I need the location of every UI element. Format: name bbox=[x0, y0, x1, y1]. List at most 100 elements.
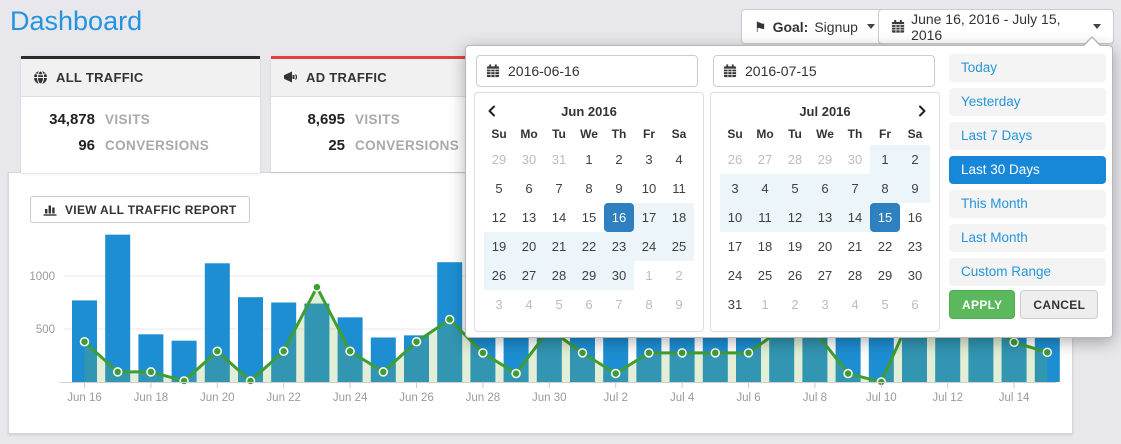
preset-today[interactable]: Today bbox=[949, 54, 1106, 82]
day-cell[interactable]: 30 bbox=[604, 261, 634, 290]
day-cell[interactable]: 4 bbox=[525, 297, 533, 312]
day-cell[interactable]: 1 bbox=[645, 268, 653, 283]
day-cell[interactable]: 1 bbox=[585, 152, 593, 167]
day-cell[interactable]: 12 bbox=[780, 203, 810, 232]
day-cell[interactable]: 24 bbox=[634, 232, 664, 261]
apply-button[interactable]: APPLY bbox=[949, 290, 1016, 319]
day-cell[interactable]: 4 bbox=[851, 297, 859, 312]
view-all-traffic-report-button[interactable]: VIEW ALL TRAFFIC REPORT bbox=[30, 196, 250, 223]
day-cell[interactable]: 31 bbox=[727, 297, 743, 312]
day-cell[interactable]: 8 bbox=[645, 297, 653, 312]
start-date-input[interactable]: 2016-06-16 bbox=[476, 55, 698, 87]
day-cell[interactable]: 30 bbox=[847, 152, 863, 167]
preset-custom-range[interactable]: Custom Range bbox=[949, 258, 1106, 286]
day-cell[interactable]: 27 bbox=[757, 152, 773, 167]
day-cell[interactable]: 30 bbox=[907, 268, 923, 283]
day-cell[interactable]: 6 bbox=[585, 297, 593, 312]
day-cell[interactable]: 28 bbox=[787, 152, 803, 167]
preset-yesterday[interactable]: Yesterday bbox=[949, 88, 1106, 116]
day-cell[interactable]: 29 bbox=[491, 152, 507, 167]
day-cell[interactable]: 9 bbox=[675, 297, 683, 312]
preset-this-month[interactable]: This Month bbox=[949, 190, 1106, 218]
day-cell[interactable]: 1 bbox=[870, 145, 900, 174]
day-cell[interactable]: 9 bbox=[615, 181, 623, 196]
day-cell[interactable]: 16 bbox=[907, 210, 923, 225]
day-cell[interactable]: 26 bbox=[727, 152, 743, 167]
chevron-left-icon[interactable] bbox=[484, 103, 500, 119]
day-cell[interactable]: 7 bbox=[615, 297, 623, 312]
day-cell[interactable]: 15 bbox=[870, 203, 900, 232]
day-cell[interactable]: 13 bbox=[521, 210, 537, 225]
day-cell[interactable]: 29 bbox=[817, 152, 833, 167]
day-cell[interactable]: 21 bbox=[544, 232, 574, 261]
all-traffic-card[interactable]: ALL TRAFFIC 34,878 VISITS 96 CONVERSIONS bbox=[21, 56, 260, 173]
day-cell[interactable]: 5 bbox=[881, 297, 889, 312]
day-cell[interactable]: 4 bbox=[750, 174, 780, 203]
day-cell[interactable]: 18 bbox=[757, 239, 773, 254]
day-cell[interactable]: 29 bbox=[574, 261, 604, 290]
day-cell[interactable]: 18 bbox=[664, 203, 694, 232]
day-cell[interactable]: 20 bbox=[817, 239, 833, 254]
day-cell[interactable]: 14 bbox=[840, 203, 870, 232]
day-cell[interactable]: 1 bbox=[761, 297, 769, 312]
day-cell[interactable]: 2 bbox=[791, 297, 799, 312]
day-cell[interactable]: 19 bbox=[787, 239, 803, 254]
day-cell[interactable]: 2 bbox=[900, 145, 930, 174]
day-cell[interactable]: 28 bbox=[847, 268, 863, 283]
day-cell[interactable]: 24 bbox=[727, 268, 743, 283]
day-cell[interactable]: 6 bbox=[810, 174, 840, 203]
end-date-input[interactable]: 2016-07-15 bbox=[713, 55, 935, 87]
day-cell[interactable]: 12 bbox=[491, 210, 507, 225]
day-cell[interactable]: 14 bbox=[551, 210, 567, 225]
day-cell[interactable]: 3 bbox=[645, 152, 653, 167]
day-cell[interactable]: 15 bbox=[581, 210, 597, 225]
day-cell[interactable]: 6 bbox=[911, 297, 919, 312]
day-cell[interactable]: 25 bbox=[757, 268, 773, 283]
day-cell[interactable]: 10 bbox=[641, 181, 657, 196]
day-cell[interactable]: 5 bbox=[495, 181, 503, 196]
day-cell[interactable]: 10 bbox=[720, 203, 750, 232]
day-cell[interactable]: 3 bbox=[495, 297, 503, 312]
day-cell[interactable]: 7 bbox=[840, 174, 870, 203]
day-cell[interactable]: 8 bbox=[870, 174, 900, 203]
day-cell[interactable]: 5 bbox=[780, 174, 810, 203]
day-cell[interactable]: 5 bbox=[555, 297, 563, 312]
day-cell[interactable]: 2 bbox=[675, 268, 683, 283]
day-cell[interactable]: 23 bbox=[907, 239, 923, 254]
day-cell[interactable]: 16 bbox=[604, 203, 634, 232]
day-cell[interactable]: 19 bbox=[484, 232, 514, 261]
day-cell[interactable]: 26 bbox=[787, 268, 803, 283]
day-cell[interactable]: 31 bbox=[551, 152, 567, 167]
day-cell[interactable]: 11 bbox=[672, 181, 686, 196]
day-cell[interactable]: 27 bbox=[514, 261, 544, 290]
day-cell[interactable]: 22 bbox=[877, 239, 893, 254]
day-cell[interactable]: 23 bbox=[604, 232, 634, 261]
day-cell[interactable]: 25 bbox=[664, 232, 694, 261]
day-cell[interactable]: 22 bbox=[574, 232, 604, 261]
day-cell[interactable]: 20 bbox=[514, 232, 544, 261]
day-cell[interactable]: 7 bbox=[555, 181, 563, 196]
day-cell[interactable]: 3 bbox=[720, 174, 750, 203]
day-cell[interactable]: 3 bbox=[821, 297, 829, 312]
day-cell[interactable]: 4 bbox=[675, 152, 683, 167]
day-cell[interactable]: 6 bbox=[525, 181, 533, 196]
day-cell[interactable]: 2 bbox=[615, 152, 623, 167]
day-cell[interactable]: 13 bbox=[810, 203, 840, 232]
date-range-button[interactable]: June 16, 2016 - July 15, 2016 bbox=[878, 9, 1114, 44]
cancel-button[interactable]: CANCEL bbox=[1020, 290, 1099, 319]
day-cell[interactable]: 30 bbox=[521, 152, 537, 167]
chevron-right-icon[interactable] bbox=[914, 103, 930, 119]
day-cell[interactable]: 11 bbox=[750, 203, 780, 232]
day-cell[interactable]: 28 bbox=[544, 261, 574, 290]
goal-selector-button[interactable]: ⚑ Goal: Signup bbox=[741, 9, 888, 44]
preset-last-month[interactable]: Last Month bbox=[949, 224, 1106, 252]
day-cell[interactable]: 21 bbox=[847, 239, 863, 254]
day-cell[interactable]: 17 bbox=[727, 239, 743, 254]
preset-last-7-days[interactable]: Last 7 Days bbox=[949, 122, 1106, 150]
day-cell[interactable]: 29 bbox=[877, 268, 893, 283]
preset-last-30-days[interactable]: Last 30 Days bbox=[949, 156, 1106, 184]
day-cell[interactable]: 9 bbox=[900, 174, 930, 203]
day-cell[interactable]: 8 bbox=[585, 181, 593, 196]
day-cell[interactable]: 26 bbox=[484, 261, 514, 290]
day-cell[interactable]: 27 bbox=[817, 268, 833, 283]
